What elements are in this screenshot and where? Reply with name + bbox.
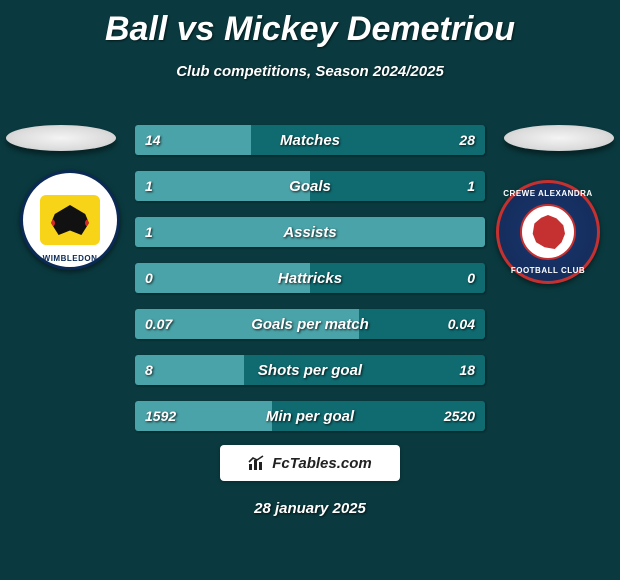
stat-label: Matches <box>135 125 485 155</box>
stat-value-left: 1 <box>145 171 153 201</box>
stat-value-left: 1 <box>145 217 153 247</box>
stat-row: Goals per match0.07 0.04 <box>135 309 485 339</box>
stat-label: Shots per goal <box>135 355 485 385</box>
stat-value-right: 2520 <box>444 401 475 431</box>
stat-value-right: 0.04 <box>448 309 475 339</box>
watermark: FcTables.com <box>220 445 400 481</box>
club-logo-right: CREWE ALEXANDRA FOOTBALL CLUB <box>496 180 600 284</box>
stat-row: Goals1 1 <box>135 171 485 201</box>
player-right-silhouette <box>504 125 614 151</box>
stat-value-left: 8 <box>145 355 153 385</box>
stat-value-right: 28 <box>459 125 475 155</box>
stat-row: Assists1 <box>135 217 485 247</box>
club-logo-left: AFC WIMBLEDON <box>20 170 120 270</box>
comparison-card: Ball vs Mickey Demetriou Club competitio… <box>0 0 620 580</box>
stat-row: Min per goal1592 2520 <box>135 401 485 431</box>
stats-bars: Matches1428Goals11Assists1Hattricks00Goa… <box>135 125 485 447</box>
chart-icon <box>248 455 266 471</box>
stat-label: Min per goal <box>135 401 485 431</box>
stat-row: Matches14 28 <box>135 125 485 155</box>
stat-value-left: 0.07 <box>145 309 172 339</box>
club-right-text-bottom: FOOTBALL CLUB <box>511 266 585 275</box>
club-left-text-top: AFC <box>61 177 79 186</box>
stat-value-right: 1 <box>467 171 475 201</box>
stat-value-left: 1592 <box>145 401 176 431</box>
date-text: 28 january 2025 <box>0 500 620 517</box>
stat-label: Hattricks <box>135 263 485 293</box>
club-left-text-bottom: WIMBLEDON <box>43 254 98 263</box>
stat-row: Hattricks0 0 <box>135 263 485 293</box>
subtitle: Club competitions, Season 2024/2025 <box>0 63 620 80</box>
stat-value-right: 18 <box>459 355 475 385</box>
club-right-text-top: CREWE ALEXANDRA <box>503 189 592 198</box>
stat-label: Assists <box>135 217 485 247</box>
stat-row: Shots per goal8 18 <box>135 355 485 385</box>
watermark-text: FcTables.com <box>272 455 371 472</box>
stat-value-left: 14 <box>145 125 161 155</box>
player-left-silhouette <box>6 125 116 151</box>
stat-label: Goals <box>135 171 485 201</box>
stat-label: Goals per match <box>135 309 485 339</box>
stat-value-left: 0 <box>145 263 153 293</box>
page-title: Ball vs Mickey Demetriou <box>0 0 620 49</box>
stat-value-right: 0 <box>467 263 475 293</box>
